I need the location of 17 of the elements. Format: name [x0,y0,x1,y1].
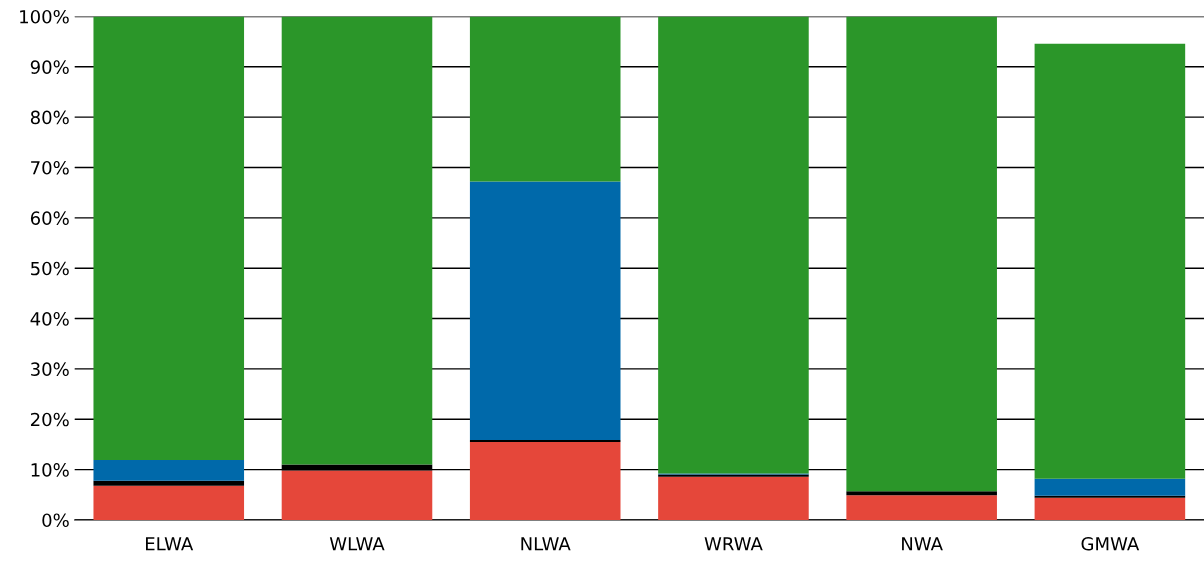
y-tick-label: 10% [31,463,69,477]
y-tick-label: 90% [30,60,69,74]
x-tick-label: WRWA [704,537,763,551]
y-tick-label: 40% [30,312,69,326]
y-tick-label: 20% [30,412,69,427]
x-tick-label: ELWA [146,537,194,551]
x-tick-label: NWA [902,537,943,551]
x-tick-label: NLWA [521,537,571,551]
x-tick-label: GMWA [1081,536,1140,551]
y-tick-label: 0% [42,513,69,528]
x-tick-label: WLWA [329,537,385,551]
y-tick-label: 60% [30,211,69,225]
y-tick-label: 50% [31,261,69,276]
y-tick-label: 80% [30,110,69,125]
y-tick-label: 30% [31,362,69,377]
y-tick-label: 100% [20,9,69,24]
y-tick-label: 70% [31,160,69,175]
